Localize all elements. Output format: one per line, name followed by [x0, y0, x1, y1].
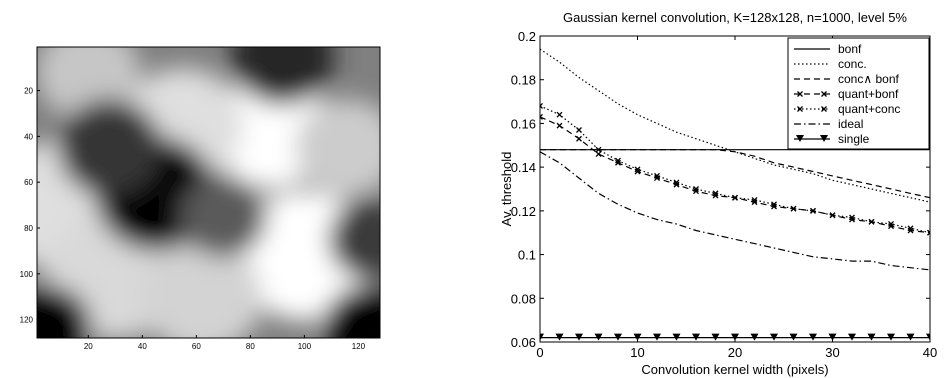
x-axis-label: Convolution kernel width (pixels) — [641, 362, 828, 377]
x-marker — [577, 136, 582, 141]
heatmap-panel: 20 40 60 80 100 120 20 40 60 80 100 120 — [0, 8, 415, 368]
legend-label: quant+conc — [838, 102, 900, 116]
legend-label: conc. — [838, 57, 867, 71]
heatmap-blob — [180, 176, 266, 257]
heatmap-blob — [58, 99, 162, 196]
y-tick-label: 0.16 — [511, 116, 536, 131]
x-tick-label: 0 — [536, 345, 543, 360]
heatmap-blob — [231, 8, 335, 105]
heatmap-x-tick-label: 120 — [352, 342, 366, 351]
series-ideal — [540, 152, 930, 270]
x-marker — [557, 112, 562, 117]
heatmap-x-tick-label: 40 — [138, 342, 147, 351]
legend-label: quant+bonf — [838, 87, 899, 101]
heatmap-x-tick-label: 100 — [298, 342, 312, 351]
y-tick-label: 0.18 — [511, 73, 536, 88]
heatmap-y-tick-label: 80 — [24, 224, 33, 233]
heatmap-x-tick-label: 20 — [84, 342, 93, 351]
y-tick-label: 0.2 — [518, 29, 536, 44]
y-tick-label: 0.1 — [518, 248, 536, 263]
heatmap-blob — [141, 240, 262, 353]
y-tick-label: 0.12 — [511, 204, 536, 219]
heatmap-blob — [329, 199, 415, 280]
legend-label: bonf — [838, 42, 862, 56]
heatmap-y-tick-label: 60 — [24, 178, 33, 187]
x-tick-label: 40 — [923, 345, 937, 360]
series-conc-bonf — [540, 150, 930, 198]
line-chart-panel: Gaussian kernel convolution, K=128x128, … — [499, 10, 937, 377]
legend-label: ideal — [838, 117, 863, 131]
legend-label: single — [838, 132, 870, 146]
y-tick-label: 0.14 — [511, 160, 536, 175]
x-tick-label: 30 — [825, 345, 839, 360]
heatmap-y-tick-label: 20 — [24, 87, 33, 96]
series-single — [536, 334, 934, 341]
heatmap-x-tick-label: 80 — [246, 342, 255, 351]
x-marker — [577, 127, 582, 132]
heatmap-y-tick-label: 120 — [20, 316, 34, 325]
heatmap-blob — [5, 286, 91, 367]
series-line — [540, 152, 930, 270]
chart-title: Gaussian kernel convolution, K=128x128, … — [563, 10, 907, 25]
x-tick-label: 20 — [728, 345, 742, 360]
heatmap-blob — [296, 99, 400, 196]
y-tick-label: 0.06 — [511, 335, 536, 350]
heatmap-x-tick-label: 60 — [192, 342, 201, 351]
heatmap-y-tick-label: 40 — [24, 132, 33, 141]
y-tick-label: 0.08 — [511, 291, 536, 306]
x-tick-label: 10 — [630, 345, 644, 360]
x-marker — [557, 123, 562, 128]
series-line — [540, 150, 930, 198]
legend-label: conc∧ bonf — [838, 72, 899, 86]
heatmap-y-tick-label: 100 — [20, 270, 34, 279]
heatmap-blob — [323, 286, 409, 367]
